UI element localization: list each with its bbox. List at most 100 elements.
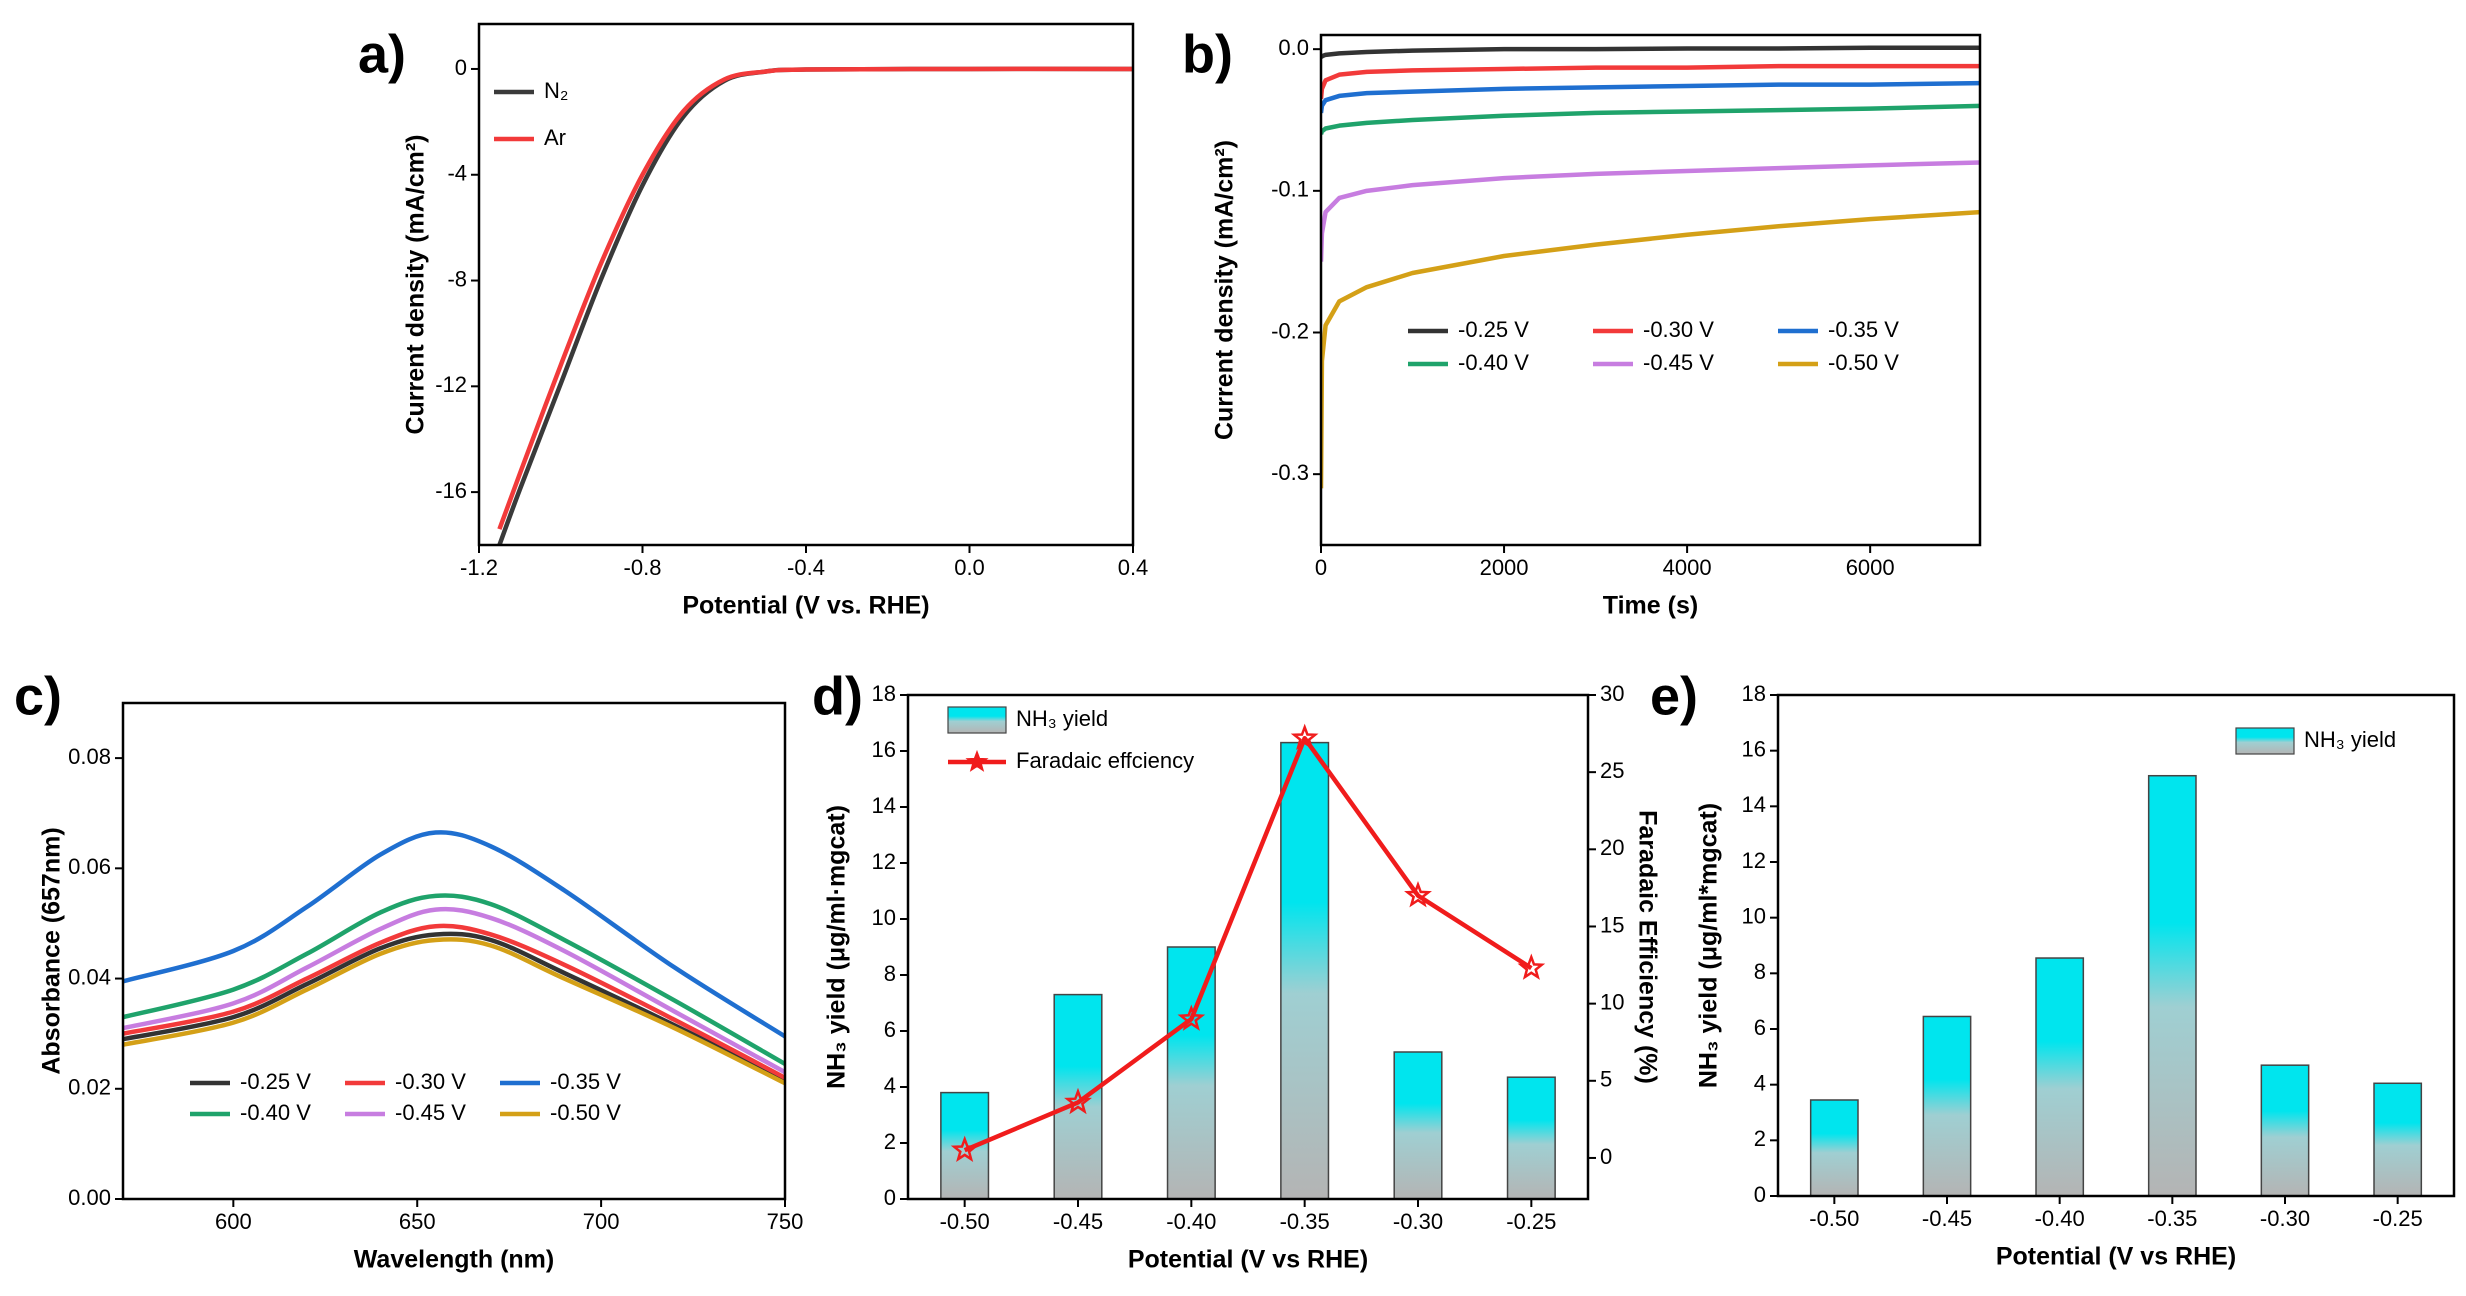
y-tick-label: 0 [884, 1185, 896, 1210]
y-tick-label: 0.02 [68, 1075, 111, 1100]
legend-label: -0.50 V [550, 1100, 621, 1125]
legend-swatch [2235, 727, 2295, 755]
star-marker [1177, 1004, 1206, 1031]
y2-tick-label: 25 [1600, 758, 1624, 783]
x-axis-title: Wavelength (nm) [354, 1246, 554, 1274]
x-tick-label: 0.0 [954, 555, 985, 580]
star-marker [1064, 1087, 1092, 1115]
plot-area [1809, 774, 2423, 1196]
series-line [123, 830, 785, 1039]
panel-label: b) [1182, 24, 1233, 84]
legend-label: -0.40 V [240, 1100, 311, 1125]
bar [2147, 774, 2197, 1196]
series-line [123, 937, 785, 1086]
plot-frame [1319, 33, 1982, 547]
y-tick-label: 6 [884, 1017, 896, 1042]
y2-axis-title: Faradaic Efficiency (%) [1633, 810, 1661, 1084]
x-axis-title: Time (s) [1603, 592, 1698, 620]
bar [1809, 1099, 1859, 1196]
x-tick-label: -1.2 [460, 555, 498, 580]
y2-tick-label: 0 [1600, 1144, 1612, 1169]
y-tick-label: 6 [1754, 1015, 1766, 1040]
y-tick-label: -0.1 [1271, 177, 1309, 202]
y-tick-label: 0 [455, 55, 467, 80]
x-tick-label: -0.25 [2373, 1206, 2423, 1231]
y2-tick-label: 30 [1600, 681, 1624, 706]
y-tick-label: 18 [872, 681, 896, 706]
plot-frame [477, 22, 1135, 547]
y-tick-label: 8 [1754, 959, 1766, 984]
legend-label: NH₃ yield [2304, 727, 2396, 752]
series-line [123, 906, 785, 1075]
legend-label: N₂ [544, 78, 568, 103]
x-tick-label: 0 [1315, 555, 1327, 580]
x-tick-label: -0.50 [940, 1209, 990, 1234]
x-tick-label: 6000 [1846, 555, 1895, 580]
series-line [963, 735, 1533, 1153]
y-axis-title: NH₃ yield (μg/ml·mgcat) [823, 805, 851, 1089]
x-tick-label: -0.35 [2147, 1206, 2197, 1231]
x-tick-label: -0.30 [2260, 1206, 2310, 1231]
legend-label: -0.25 V [240, 1069, 311, 1094]
series-line [497, 66, 1133, 530]
series-line [1321, 160, 1980, 262]
legend-label: -0.45 V [395, 1100, 466, 1125]
y-tick-label: 2 [884, 1129, 896, 1154]
star-marker [950, 1135, 979, 1162]
bar [940, 1091, 990, 1199]
x-tick-label: 2000 [1480, 555, 1529, 580]
y-axis-title: Current density (mA/cm²) [402, 134, 430, 434]
bar [1506, 1076, 1556, 1199]
x-tick-label: 700 [583, 1209, 620, 1234]
plot-frame [906, 693, 1590, 1201]
y-tick-label: 14 [872, 793, 896, 818]
bar [2373, 1082, 2423, 1196]
star-marker [1517, 953, 1546, 980]
y-tick-label: 4 [1754, 1070, 1766, 1095]
y-tick-label: 0.06 [68, 854, 111, 879]
series-line [1321, 63, 1980, 99]
panel-label: c) [14, 666, 62, 726]
y-tick-label: 16 [872, 737, 896, 762]
plot-area [1321, 45, 1980, 489]
bar [1922, 1015, 1972, 1196]
y-tick-label: 0.0 [1278, 35, 1309, 60]
panel-label: d) [812, 666, 863, 726]
series-line [123, 923, 785, 1080]
x-tick-label: -0.4 [787, 555, 825, 580]
legend-marker [965, 749, 989, 772]
y-axis-title: Current density (mA/cm²) [1211, 140, 1239, 440]
x-tick-label: -0.45 [1053, 1209, 1103, 1234]
y2-tick-label: 10 [1600, 989, 1624, 1014]
series-line [1321, 103, 1980, 135]
bar [2260, 1064, 2310, 1196]
y-tick-label: 0.00 [68, 1185, 111, 1210]
legend-label: -0.25 V [1458, 317, 1529, 342]
panel-label: e) [1650, 666, 1698, 726]
y-tick-label: -16 [435, 478, 467, 503]
y-tick-label: -8 [447, 266, 467, 291]
y-tick-label: 2 [1754, 1126, 1766, 1151]
y-tick-label: 18 [1742, 681, 1766, 706]
y-tick-label: -12 [435, 372, 467, 397]
legend-label: -0.40 V [1458, 350, 1529, 375]
y-axis-title: NH₃ yield (μg/ml*mgcat) [1695, 803, 1723, 1088]
x-tick-label: -0.40 [2035, 1206, 2085, 1231]
legend-label: NH₃ yield [1016, 706, 1108, 731]
y-tick-label: -4 [447, 161, 467, 186]
plot-frame [1776, 693, 2456, 1198]
x-tick-label: 750 [767, 1209, 804, 1234]
series-line [497, 66, 1133, 545]
series-line [1321, 45, 1980, 59]
x-tick-label: -0.25 [1506, 1209, 1556, 1234]
y-tick-label: 16 [1742, 736, 1766, 761]
y-tick-label: 12 [872, 849, 896, 874]
y-tick-label: -0.2 [1271, 318, 1309, 343]
y-tick-label: 10 [872, 905, 896, 930]
y-tick-label: 12 [1742, 848, 1766, 873]
legend-label: -0.50 V [1828, 350, 1899, 375]
y-tick-label: 0.08 [68, 744, 111, 769]
y-tick-label: 0 [1754, 1182, 1766, 1207]
x-tick-label: 650 [399, 1209, 436, 1234]
x-tick-label: 600 [215, 1209, 252, 1234]
